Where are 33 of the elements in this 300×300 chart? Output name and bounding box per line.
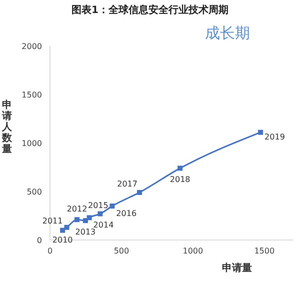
point [86, 215, 92, 220]
point [258, 130, 264, 135]
annotation: 2012 [66, 204, 88, 214]
y-axis-title: 申请人数量 [2, 100, 13, 155]
y-tick-label: 1500 [22, 90, 42, 100]
x-tick-label: 500 [114, 246, 130, 256]
y-tick-label: 2000 [22, 42, 42, 51]
annotation: 2018 [170, 175, 190, 184]
x-tick-label: 0 [47, 246, 53, 256]
y-tick-label: 0 [36, 236, 42, 245]
annotation: 2019 [264, 132, 285, 142]
point [60, 228, 66, 233]
x-axis-title: 申请量 [222, 262, 252, 275]
x-tick-label: 1000 [182, 246, 204, 256]
chart-title: 图表1：全球信息安全行业技术周期 [70, 3, 230, 17]
x-tick-label: 1500 [254, 246, 275, 256]
y-tick-label: 1000 [22, 138, 42, 148]
text: 成长期 [205, 24, 250, 43]
annotation: 2017 [117, 179, 138, 188]
annotation: 2015 [88, 200, 108, 210]
point [136, 190, 142, 195]
point [98, 211, 103, 216]
point [74, 217, 80, 222]
point [110, 204, 115, 209]
annotation: 2011 [42, 216, 63, 226]
point [178, 166, 183, 171]
annotation: 2014 [93, 220, 114, 230]
point [82, 218, 88, 224]
annotation: 2016 [116, 209, 137, 218]
annotation: 2010 [52, 235, 73, 244]
y-tick-label: 500 [26, 187, 42, 196]
annotation: 2013 [75, 228, 96, 237]
point [64, 224, 70, 230]
